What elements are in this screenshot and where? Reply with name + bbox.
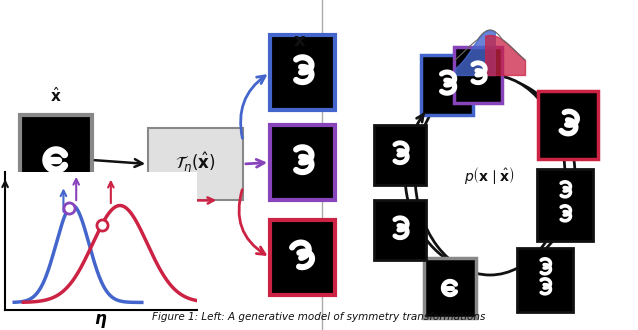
Bar: [454, 47, 502, 103]
Text: $p\left(\mathbf{x} \mid \hat{\mathbf{x}}\right)$: $p\left(\mathbf{x} \mid \hat{\mathbf{x}}…: [464, 164, 516, 185]
Bar: [270, 220, 335, 295]
Bar: [421, 55, 473, 115]
Text: $\mathbf{x}$: $\mathbf{x}$: [293, 32, 307, 50]
Bar: [537, 169, 593, 241]
Bar: [270, 35, 335, 110]
Bar: [374, 200, 426, 260]
Bar: [20, 115, 92, 205]
Ellipse shape: [415, 75, 565, 275]
Bar: [424, 258, 476, 318]
Bar: [538, 91, 598, 159]
Text: $\hat{\mathbf{x}}$: $\hat{\mathbf{x}}$: [50, 86, 62, 105]
Bar: [270, 125, 335, 200]
Bar: [374, 125, 426, 185]
Text: $\mathcal{T}_{\eta}(\hat{\mathbf{x}})$: $\mathcal{T}_{\eta}(\hat{\mathbf{x}})$: [175, 150, 216, 178]
Bar: [148, 128, 243, 200]
Bar: [517, 248, 573, 312]
Y-axis label: $p(\boldsymbol{\eta} \mid \hat{\mathbf{x}})$: $p(\boldsymbol{\eta} \mid \hat{\mathbf{x…: [0, 216, 3, 266]
Text: Figure 1: Left: A generative model of symmetry transformations: Figure 1: Left: A generative model of sy…: [152, 312, 486, 322]
X-axis label: $\boldsymbol{\eta}$: $\boldsymbol{\eta}$: [94, 312, 108, 330]
